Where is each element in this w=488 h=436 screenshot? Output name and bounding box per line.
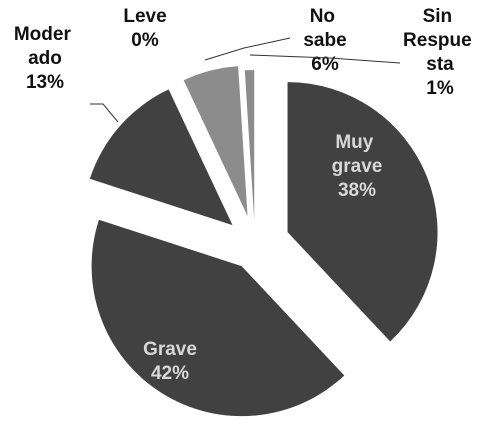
slice-category-label: Leve	[123, 6, 166, 27]
pie-slice	[287, 82, 438, 342]
slice-value-label: 6%	[311, 54, 339, 75]
label-line: Muy	[335, 132, 378, 153]
label-line: Sin	[423, 6, 458, 27]
slice-value-label: 38%	[338, 180, 376, 201]
leader-line	[204, 37, 291, 61]
label-line: No	[310, 6, 341, 27]
label-line: Grave	[143, 339, 197, 360]
slice-category-label: Grave	[143, 339, 197, 360]
leader-line	[90, 103, 119, 123]
label-line: sta	[426, 54, 454, 75]
label-line: sabe	[303, 30, 346, 51]
slice-category-label: Muy grave	[332, 132, 383, 177]
pie-slice	[91, 219, 345, 417]
label-line: grave	[332, 156, 383, 177]
pie-slice	[89, 89, 233, 226]
slice-category-label: No sabe	[303, 6, 346, 51]
pie-slice	[183, 66, 248, 216]
leader-line	[249, 54, 401, 64]
slice-category-label: Sin Respue sta	[403, 6, 477, 75]
pie-slice	[244, 70, 255, 221]
slice-value-label: 42%	[151, 363, 189, 384]
slice-value-label: 13%	[26, 72, 64, 93]
slice-value-label: 1%	[426, 78, 454, 99]
label-line: Leve	[123, 6, 166, 27]
label-line: Moder	[14, 24, 76, 45]
slice-value-label: 0%	[131, 30, 159, 51]
label-line: ado	[28, 48, 62, 69]
label-line: Respue	[403, 30, 477, 51]
slice-category-label: Moder ado	[14, 24, 76, 69]
